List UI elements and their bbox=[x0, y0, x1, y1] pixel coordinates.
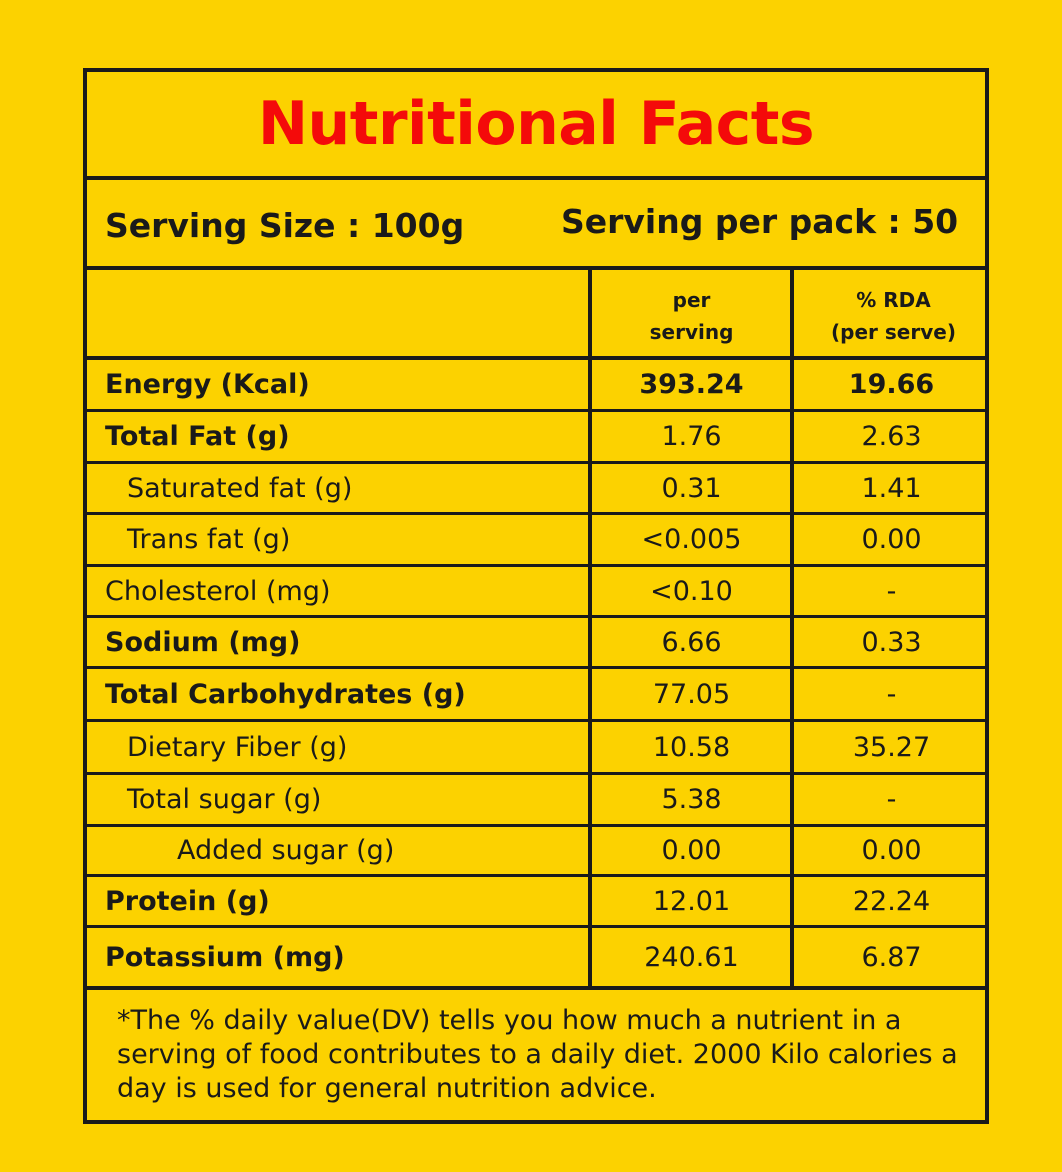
table-row-trans-fat: Trans fat (g) <0.005 0.00 bbox=[87, 515, 985, 567]
row-label: Dietary Fiber (g) bbox=[127, 731, 348, 763]
row-per-serving: 1.76 bbox=[661, 421, 722, 452]
row-per-serving: 10.58 bbox=[652, 731, 731, 763]
row-rda: - bbox=[886, 678, 897, 710]
row-label: Sodium (mg) bbox=[105, 626, 301, 658]
row-rda: 22.24 bbox=[852, 885, 931, 917]
row-per-serving: 77.05 bbox=[652, 678, 731, 710]
table-row-dietary-fiber: Dietary Fiber (g) 10.58 35.27 bbox=[87, 722, 985, 775]
row-rda: 2.63 bbox=[861, 421, 922, 452]
row-per-serving: 0.00 bbox=[661, 835, 722, 866]
title-row: Nutritional Facts bbox=[87, 72, 985, 180]
row-label: Total sugar (g) bbox=[127, 784, 322, 815]
row-label: Energy (Kcal) bbox=[105, 369, 310, 400]
row-label: Trans fat (g) bbox=[127, 524, 291, 555]
header-rda: % RDA (per serve) bbox=[794, 284, 993, 348]
column-divider-1 bbox=[588, 270, 592, 990]
nutrition-facts-label: Nutritional Facts Serving Size : 100g Se… bbox=[83, 68, 989, 1124]
servings-per-pack: Serving per pack : 50 bbox=[561, 202, 959, 241]
table-row-total-sugar: Total sugar (g) 5.38 - bbox=[87, 775, 985, 827]
row-label: Added sugar (g) bbox=[177, 835, 395, 866]
label-title: Nutritional Facts bbox=[257, 89, 815, 159]
row-rda: 35.27 bbox=[852, 731, 931, 763]
header-rda-line2: (per serve) bbox=[831, 320, 956, 344]
row-per-serving: 12.01 bbox=[652, 885, 731, 917]
table-row-protein: Protein (g) 12.01 22.24 bbox=[87, 877, 985, 928]
row-per-serving: 240.61 bbox=[644, 941, 739, 973]
daily-value-footnote: *The % daily value(DV) tells you how muc… bbox=[117, 1005, 958, 1104]
row-per-serving: 5.38 bbox=[661, 784, 722, 815]
row-per-serving: 0.31 bbox=[661, 472, 722, 504]
row-rda: - bbox=[886, 784, 897, 815]
table-row-energy: Energy (Kcal) 393.24 19.66 bbox=[87, 360, 985, 412]
row-rda: 0.33 bbox=[861, 626, 922, 658]
table-row-saturated-fat: Saturated fat (g) 0.31 1.41 bbox=[87, 464, 985, 515]
column-divider-2 bbox=[790, 270, 794, 990]
serving-info-row: Serving Size : 100g Serving per pack : 5… bbox=[87, 180, 985, 270]
row-label: Total Fat (g) bbox=[105, 421, 290, 452]
row-label: Protein (g) bbox=[105, 885, 270, 917]
row-rda: - bbox=[886, 575, 897, 607]
row-rda: 0.00 bbox=[861, 835, 922, 866]
row-rda: 0.00 bbox=[861, 524, 922, 555]
row-label: Total Carbohydrates (g) bbox=[105, 678, 466, 710]
table-row-added-sugar: Added sugar (g) 0.00 0.00 bbox=[87, 827, 985, 877]
row-label: Saturated fat (g) bbox=[127, 472, 353, 504]
header-per-serving-line1: per bbox=[672, 288, 711, 312]
header-per-serving: per serving bbox=[592, 284, 791, 348]
header-rda-line1: % RDA bbox=[856, 288, 931, 312]
row-per-serving: <0.005 bbox=[641, 524, 742, 555]
row-rda: 1.41 bbox=[861, 472, 922, 504]
row-rda: 6.87 bbox=[861, 941, 922, 973]
table-row-total-fat: Total Fat (g) 1.76 2.63 bbox=[87, 412, 985, 464]
row-per-serving: 6.66 bbox=[661, 626, 722, 658]
row-rda: 19.66 bbox=[848, 369, 935, 400]
table-row-cholesterol: Cholesterol (mg) <0.10 - bbox=[87, 567, 985, 618]
header-per-serving-line2: serving bbox=[649, 320, 734, 344]
table-row-sodium: Sodium (mg) 6.66 0.33 bbox=[87, 618, 985, 669]
table-row-potassium: Potassium (mg) 240.61 6.87 bbox=[87, 928, 985, 990]
table-row-total-carbohydrates: Total Carbohydrates (g) 77.05 - bbox=[87, 669, 985, 722]
row-label: Potassium (mg) bbox=[105, 941, 345, 973]
row-per-serving: <0.10 bbox=[650, 575, 733, 607]
column-header-row: per serving % RDA (per serve) bbox=[87, 270, 985, 360]
serving-size: Serving Size : 100g bbox=[105, 206, 465, 245]
row-label: Cholesterol (mg) bbox=[105, 575, 331, 607]
row-per-serving: 393.24 bbox=[639, 369, 744, 400]
